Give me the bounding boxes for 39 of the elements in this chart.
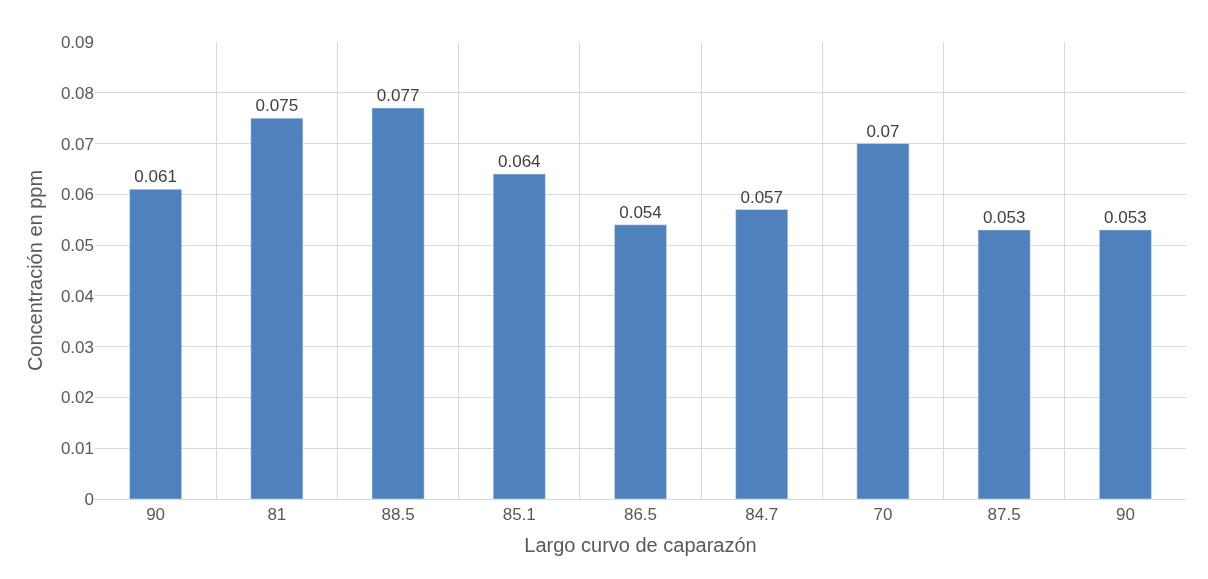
data-label: 0.077	[376, 86, 420, 106]
y-axis-title: Concentración en ppm	[24, 169, 47, 372]
y-tick-label: 0.07	[60, 134, 94, 154]
y-tick-label: 0.03	[60, 337, 94, 357]
y-tick-label: 0.06	[60, 185, 94, 205]
x-tick-label: 87.5	[987, 505, 1021, 525]
x-tick-label: 90	[146, 505, 166, 525]
x-tick-label: 85.1	[502, 505, 536, 525]
data-label: 0.057	[740, 187, 783, 207]
y-tick-label: 0.04	[60, 286, 94, 306]
x-tick-label: 90	[1115, 505, 1135, 525]
x-axis-title: Largo curvo de caparazón	[524, 533, 757, 556]
bar	[977, 229, 1031, 499]
bar	[735, 209, 789, 499]
bar	[1099, 229, 1152, 499]
x-tick-label: 84.7	[745, 505, 779, 525]
y-tick-label: 0	[84, 489, 94, 509]
bar	[371, 107, 425, 499]
y-tick-label: 0.02	[60, 388, 94, 408]
bar	[614, 224, 667, 499]
data-label: 0.053	[982, 207, 1026, 227]
y-tick-label: 0.09	[60, 32, 94, 52]
y-tick-label: 0.08	[60, 83, 94, 103]
x-tick-label: 86.5	[623, 505, 658, 525]
x-tick-label: 70	[873, 505, 893, 525]
y-tick-label: 0.05	[60, 236, 94, 256]
y-tick-label: 0.01	[60, 439, 94, 459]
bar	[250, 117, 304, 499]
data-label: 0.07	[866, 121, 900, 141]
bar	[492, 173, 546, 499]
data-label: 0.053	[1104, 207, 1147, 227]
x-tick-label: 81	[267, 505, 287, 525]
data-label: 0.075	[255, 96, 299, 116]
data-label: 0.061	[134, 167, 177, 187]
bar	[856, 143, 910, 499]
x-tick-label: 88.5	[381, 505, 415, 525]
bar	[129, 189, 182, 499]
data-label: 0.054	[619, 202, 662, 222]
data-label: 0.064	[498, 152, 541, 172]
